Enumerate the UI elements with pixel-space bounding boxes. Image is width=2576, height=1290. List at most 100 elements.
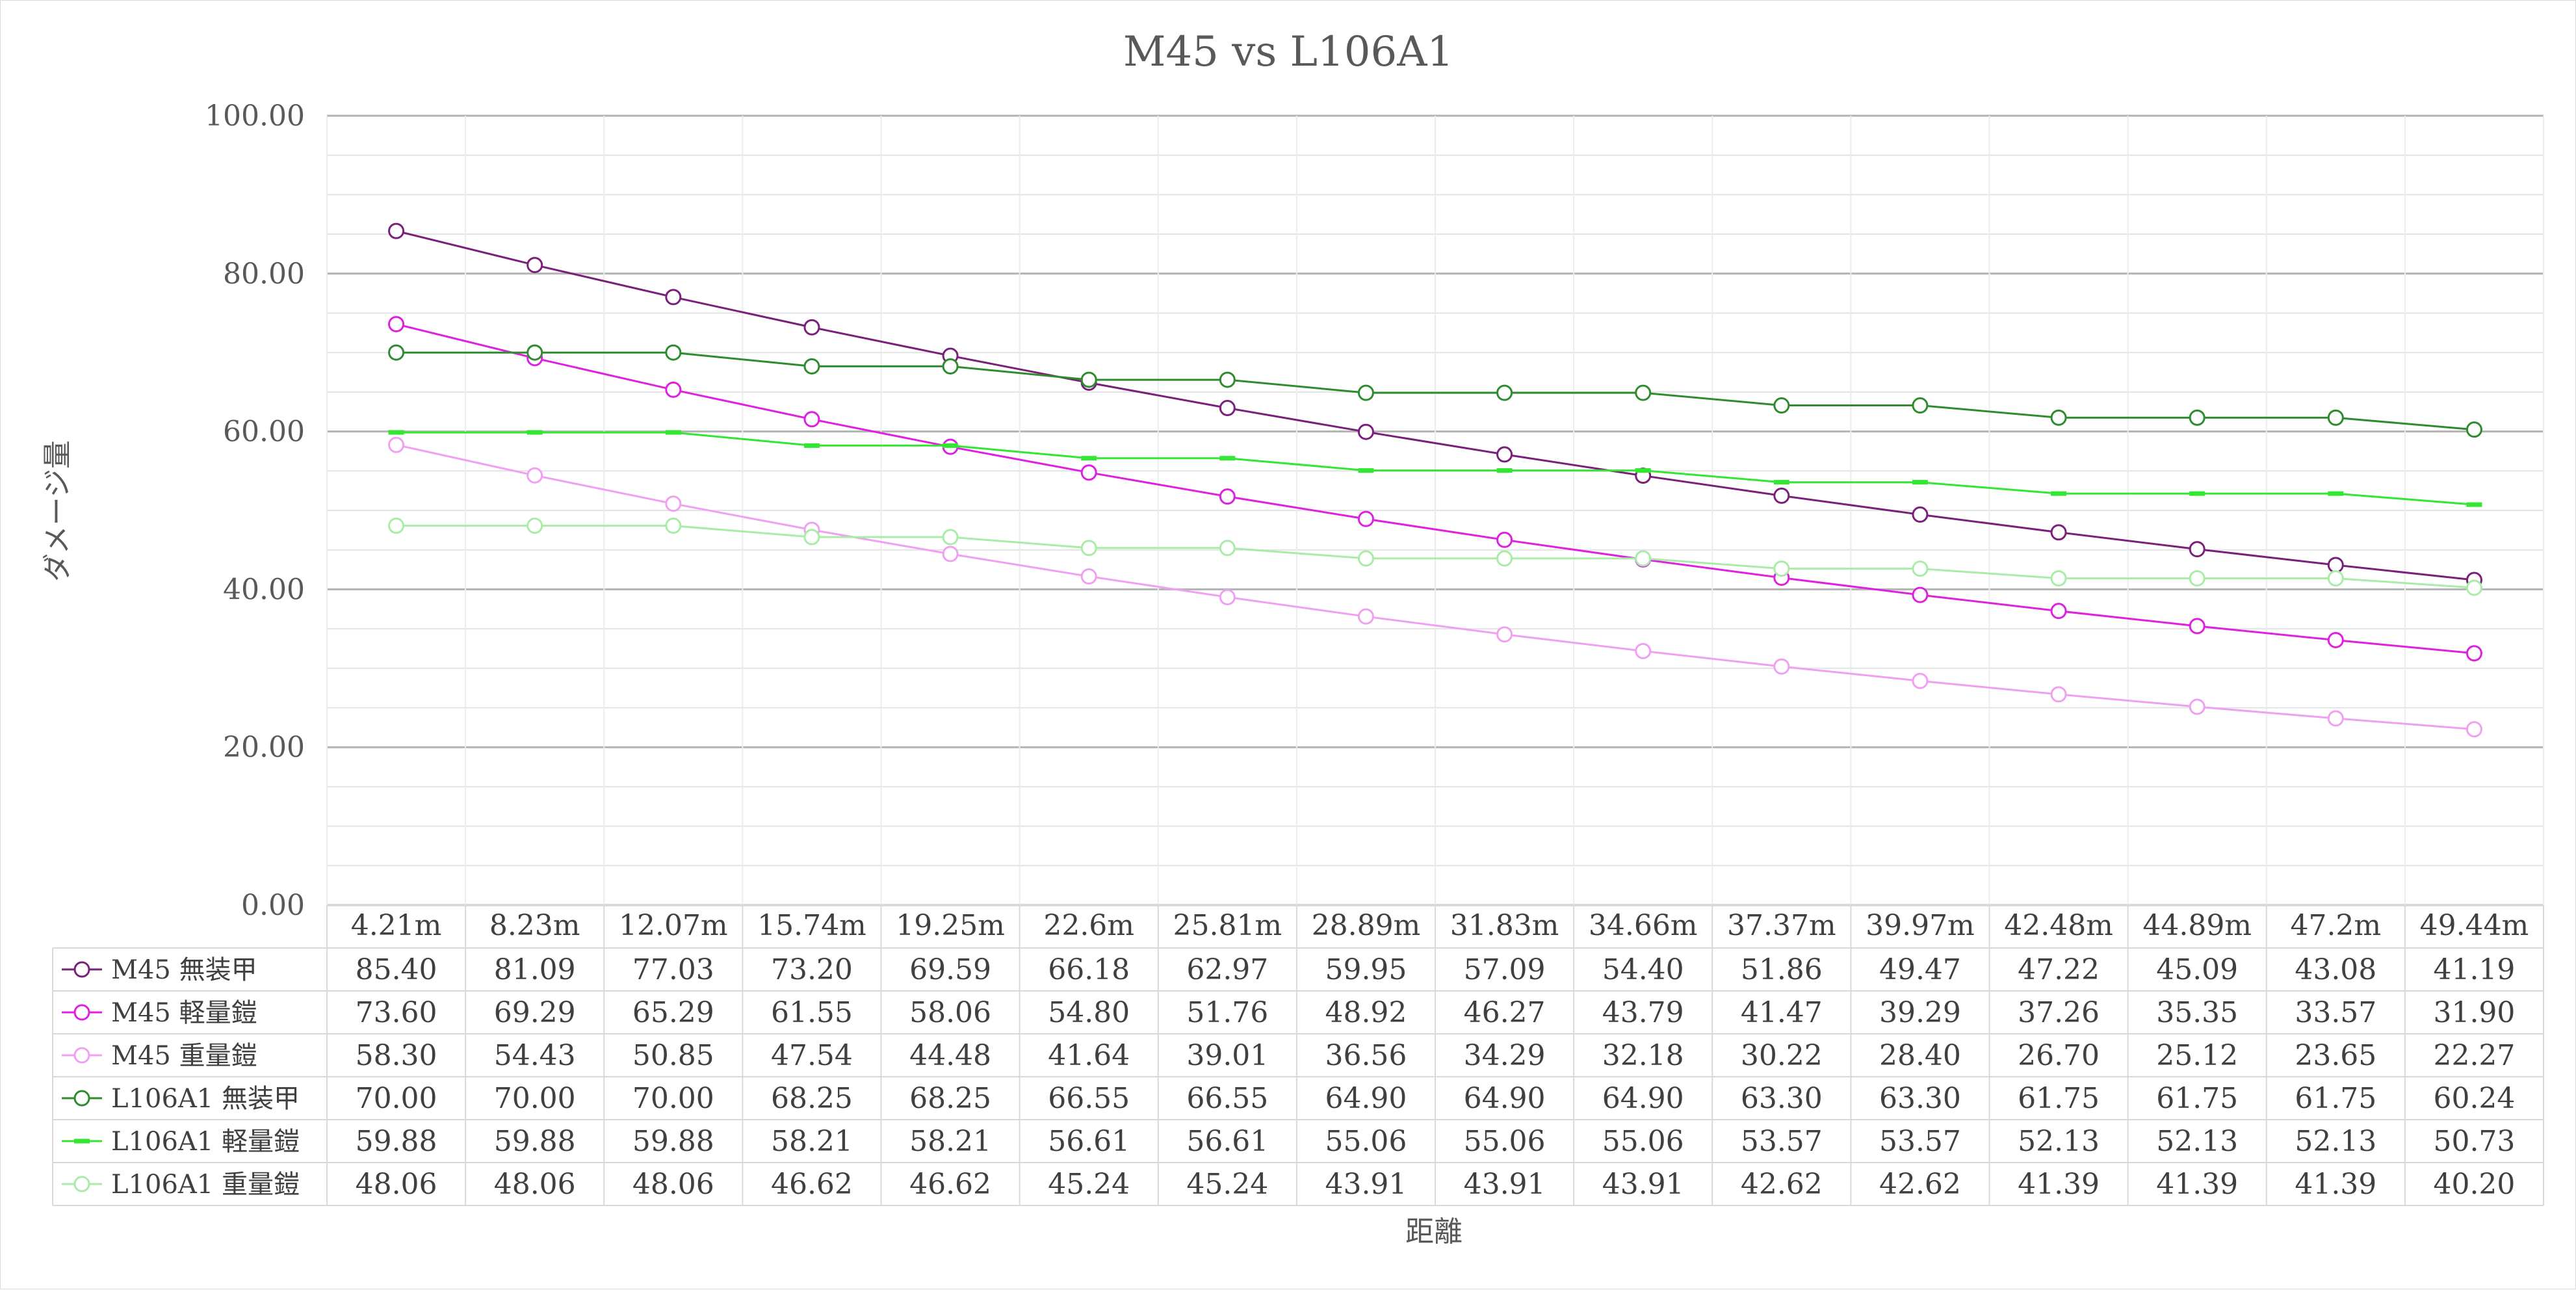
table-cell-value: 47.22 <box>2018 953 2100 986</box>
series-line <box>396 431 2475 506</box>
table-cell-value: 52.13 <box>2295 1125 2376 1158</box>
table-cell-value: 58.21 <box>771 1125 853 1158</box>
data-point <box>803 319 820 336</box>
data-point <box>1912 672 1929 689</box>
data-point <box>2465 421 2482 438</box>
series-line <box>396 323 2475 655</box>
table-cell-value: 66.55 <box>1186 1082 1268 1115</box>
table-cell-value: 73.60 <box>356 996 437 1029</box>
table-cell-value: 54.40 <box>1602 953 1684 986</box>
table-cell-value: 33.57 <box>2295 996 2376 1029</box>
data-point <box>1357 510 1374 527</box>
table-cell-value: 52.13 <box>2156 1125 2238 1158</box>
data-point <box>1219 400 1236 417</box>
x-tick-label: 42.48m <box>2004 909 2113 942</box>
table-cell-value: 68.25 <box>909 1082 991 1115</box>
table-cell-value: 59.88 <box>494 1125 576 1158</box>
table-cell-value: 47.54 <box>771 1039 853 1072</box>
legend-label: L106A1 軽量鎧 <box>111 1127 300 1157</box>
table-cell-value: 73.20 <box>771 953 853 986</box>
table-cell-value: 48.06 <box>494 1168 576 1201</box>
data-point <box>665 381 682 398</box>
table-cell-value: 41.19 <box>2433 953 2515 986</box>
table-cell-value: 85.40 <box>356 953 437 986</box>
y-tick-label: 80.00 <box>223 257 305 291</box>
data-point <box>1080 464 1097 481</box>
table-cell-value: 45.24 <box>1048 1168 1130 1201</box>
table-cell-value: 53.57 <box>1879 1125 1961 1158</box>
data-point <box>1219 540 1236 557</box>
legend-key-marker <box>73 1047 90 1064</box>
table-cell-value: 61.75 <box>2295 1082 2376 1115</box>
table-cell-value: 41.39 <box>2295 1168 2376 1201</box>
table-cell-value: 46.27 <box>1464 996 1546 1029</box>
legend-label: L106A1 重量鎧 <box>111 1170 300 1200</box>
y-axis-ticks: 0.00 20.00 40.00 60.00 80.00 100.00 <box>205 99 305 922</box>
table-cell-value: 59.88 <box>356 1125 437 1158</box>
data-point <box>1635 642 1652 659</box>
table-cell-value: 49.47 <box>1879 953 1961 986</box>
table-cell-value: 46.62 <box>771 1168 853 1201</box>
x-tick-label: 47.2m <box>2290 909 2381 942</box>
table-cell-value: 69.59 <box>909 953 991 986</box>
series-group <box>388 436 2482 738</box>
table-cell-value: 58.06 <box>909 996 991 1029</box>
table-cell-value: 55.06 <box>1325 1125 1407 1158</box>
x-tick-label: 28.89m <box>1312 909 1421 942</box>
table-cell-value: 48.06 <box>632 1168 714 1201</box>
data-point <box>803 411 820 428</box>
table-cell-value: 64.90 <box>1464 1082 1546 1115</box>
y-tick-label: 20.00 <box>223 731 305 764</box>
data-point <box>665 344 682 361</box>
table-cell-value: 59.95 <box>1325 953 1407 986</box>
table-cell-value: 58.21 <box>909 1125 991 1158</box>
data-point <box>1496 531 1513 548</box>
data-point <box>1357 384 1374 401</box>
data-point <box>388 222 405 239</box>
table-cell-value: 43.08 <box>2295 953 2376 986</box>
data-point <box>1496 626 1513 643</box>
table-cell-value: 56.61 <box>1048 1125 1130 1158</box>
data-point <box>2465 645 2482 662</box>
table-cell-value: 69.29 <box>494 996 576 1029</box>
data-point <box>2189 618 2205 635</box>
x-tick-label: 31.83m <box>1450 909 1559 942</box>
chart-title: M45 vs L106A1 <box>1123 28 1453 76</box>
table-cell-value: 52.13 <box>2018 1125 2100 1158</box>
series-line <box>396 443 2475 731</box>
table-cell-value: 70.00 <box>632 1082 714 1115</box>
table-cell-value: 61.75 <box>2018 1082 2100 1115</box>
table-cell-value: 61.55 <box>771 996 853 1029</box>
legend-key-marker <box>73 1090 90 1107</box>
x-tick-label: 25.81m <box>1173 909 1282 942</box>
table-cell-value: 31.90 <box>2433 996 2515 1029</box>
x-tick-label: 37.37m <box>1727 909 1836 942</box>
table-cell-value: 63.30 <box>1741 1082 1823 1115</box>
data-point <box>665 495 682 512</box>
data-point <box>942 358 959 375</box>
table-cell-value: 23.65 <box>2295 1039 2376 1072</box>
table-cell-value: 39.01 <box>1186 1039 1268 1072</box>
table-cell-value: 51.76 <box>1186 996 1268 1029</box>
data-point <box>1773 487 1790 504</box>
data-point <box>2327 570 2344 587</box>
data-point <box>1219 371 1236 388</box>
series-group <box>388 518 2482 596</box>
x-tick-label: 15.74m <box>757 909 866 942</box>
table-cell-value: 41.64 <box>1048 1039 1130 1072</box>
y-tick-label: 40.00 <box>223 573 305 606</box>
legend-key-marker <box>73 961 90 978</box>
data-point <box>2189 541 2205 558</box>
table-cell-value: 37.26 <box>2018 996 2100 1029</box>
series-lines <box>388 222 2482 738</box>
table-cell-value: 62.97 <box>1186 953 1268 986</box>
table-cell-value: 39.29 <box>1879 996 1961 1029</box>
table-cell-value: 63.30 <box>1879 1082 1961 1115</box>
data-point <box>2189 570 2205 587</box>
data-point <box>388 436 405 453</box>
data-point <box>1080 371 1097 388</box>
table-cell-value: 46.62 <box>909 1168 991 1201</box>
table-cell-value: 53.57 <box>1741 1125 1823 1158</box>
